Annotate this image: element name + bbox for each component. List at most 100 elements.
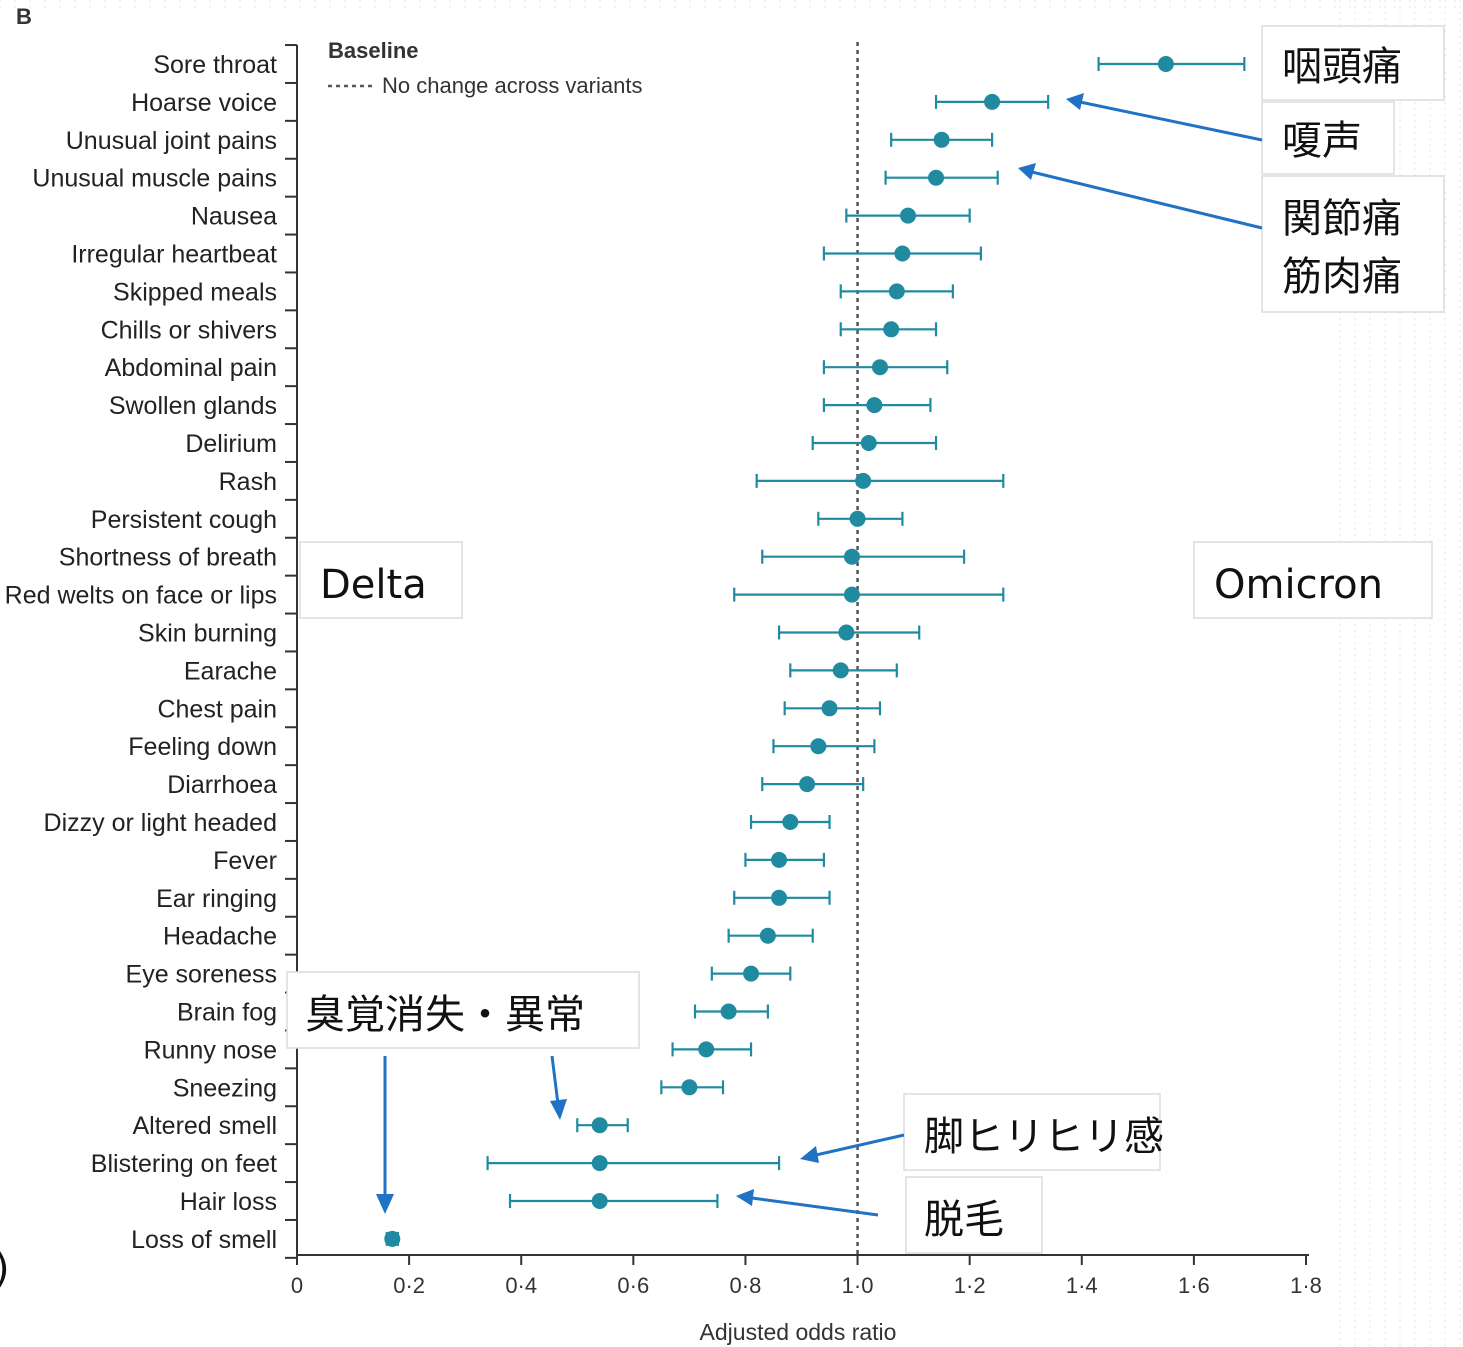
odds-ratio-point [698, 1041, 715, 1058]
row-label: Eye soreness [126, 961, 277, 989]
row-label: Runny nose [144, 1036, 277, 1064]
forest-row: Rash [219, 468, 1005, 496]
forest-row: Persistent cough [91, 506, 904, 534]
row-label: Hoarse voice [131, 89, 277, 117]
forest-row: Feeling down [128, 733, 876, 761]
row-label: Hair loss [180, 1188, 277, 1216]
x-tick-label: 1·8 [1290, 1273, 1322, 1298]
forest-row: Chills or shivers [101, 316, 938, 344]
row-label: Feeling down [128, 733, 277, 761]
odds-ratio-point [821, 700, 838, 717]
odds-ratio-point [832, 662, 849, 679]
odds-ratio-point [1157, 56, 1174, 72]
odds-ratio-point [860, 435, 877, 451]
forest-row: Shortness of breath [59, 544, 966, 572]
row-label: Altered smell [133, 1112, 278, 1140]
row-label: Swollen glands [109, 392, 277, 420]
row-label: Headache [163, 923, 277, 951]
hair-loss-arrowhead [736, 1189, 754, 1206]
odds-ratio-point [591, 1193, 608, 1209]
x-tick-label: 0·8 [730, 1273, 762, 1298]
joint-muscle-arrowhead [1018, 163, 1036, 180]
forest-row: Sore throat [153, 51, 1246, 79]
odds-ratio-point [888, 283, 905, 300]
row-label: Ear ringing [156, 885, 277, 913]
odds-ratio-point [384, 1230, 401, 1247]
forest-row: Abdominal pain [105, 354, 949, 382]
forest-row: Delirium [185, 430, 938, 458]
odds-ratio-point [591, 1155, 608, 1172]
row-label: Unusual joint pains [66, 127, 277, 155]
legend: Baseline No change across variants [328, 38, 642, 98]
sore-throat-callout-box [1261, 25, 1445, 101]
forest-row: Blistering on feet [91, 1150, 781, 1178]
row-label: Nausea [191, 203, 277, 231]
hair-loss-callout: 脱毛 [924, 1197, 1004, 1243]
row-label: Persistent cough [91, 506, 277, 534]
x-tick-label: 0 [291, 1273, 303, 1298]
sore-throat-callout: 咽頭痛 [1282, 44, 1402, 90]
forest-row: Irregular heartbeat [71, 241, 982, 269]
odds-ratio-point [782, 814, 799, 830]
forest-row: Altered smell [133, 1112, 629, 1140]
x-tick-label: 1·2 [954, 1273, 986, 1298]
hair-loss-callout-box [905, 1176, 1043, 1254]
odds-ratio-point [871, 359, 888, 376]
forest-row: Brain fog [177, 999, 769, 1027]
row-label: Delirium [185, 430, 277, 458]
odds-ratio-point [849, 510, 866, 527]
forest-row: Skin burning [138, 620, 921, 648]
row-label: Chest pain [157, 695, 277, 723]
forest-row: Unusual muscle pains [32, 165, 999, 193]
odds-ratio-point [810, 738, 827, 755]
odds-ratio-point [743, 965, 760, 982]
feet-arrow [815, 1133, 905, 1157]
x-tick-label: 1·6 [1178, 1273, 1210, 1298]
panel-letter: B [16, 4, 32, 29]
row-label: Skipped meals [113, 278, 277, 306]
loss-of-smell-arrowhead [376, 1194, 394, 1214]
delta-label-box [299, 541, 463, 619]
joint-muscle-arrow [1031, 170, 1263, 230]
joint-pain-callout: 関節痛 [1282, 196, 1402, 242]
odds-ratio-point [933, 131, 950, 148]
x-tick-label: 0·6 [617, 1273, 649, 1298]
odds-ratio-point [843, 586, 860, 603]
row-label: Sneezing [173, 1074, 277, 1102]
forest-row: Chest pain [157, 695, 882, 723]
x-axis-ticks: 0 0·2 0·4 0·6 0·8 1·0 1·2 1·4 1·6 1·8 [291, 1255, 1322, 1298]
altered-smell-arrowhead [550, 1099, 567, 1120]
forest-row: Hair loss [180, 1188, 719, 1216]
forest-row: Loss of smell [131, 1226, 401, 1254]
forest-row: Skipped meals [113, 278, 954, 306]
feet-callout-box [903, 1093, 1161, 1171]
row-label: Diarrhoea [167, 771, 277, 799]
odds-ratio-point [720, 1003, 737, 1020]
forest-row: Unusual joint pains [66, 127, 994, 155]
row-label: Blistering on feet [91, 1150, 277, 1178]
row-label: Loss of smell [131, 1226, 277, 1254]
muscle-pain-callout: 筋肉痛 [1282, 254, 1402, 300]
forest-row: Sneezing [173, 1074, 725, 1102]
forest-row: Swollen glands [109, 392, 932, 420]
odds-ratio-point [591, 1117, 608, 1134]
x-tick-label: 0·2 [393, 1273, 425, 1298]
odds-ratio-point [900, 207, 917, 224]
forest-rows: Sore throat Hoarse voice Unusual joint pai… [5, 51, 1246, 1254]
forest-row: Diarrhoea [167, 771, 865, 799]
odds-ratio-point [883, 321, 900, 338]
row-label: Earache [184, 657, 277, 685]
odds-ratio-point [843, 548, 860, 565]
joint-muscle-callout-box [1261, 175, 1445, 313]
x-tick-label: 0·4 [505, 1273, 537, 1298]
hoarse-voice-callout: 嗄声 [1282, 118, 1362, 164]
forest-row: Nausea [191, 203, 971, 231]
x-tick-label: 1·4 [1066, 1273, 1098, 1298]
forest-row: Ear ringing [156, 885, 831, 913]
row-label: Red welts on face or lips [5, 582, 277, 610]
hoarse-voice-arrow [1079, 100, 1263, 142]
forest-row: Eye soreness [126, 961, 792, 989]
odds-ratio-point [681, 1079, 698, 1096]
legend-title: Baseline [328, 38, 419, 63]
